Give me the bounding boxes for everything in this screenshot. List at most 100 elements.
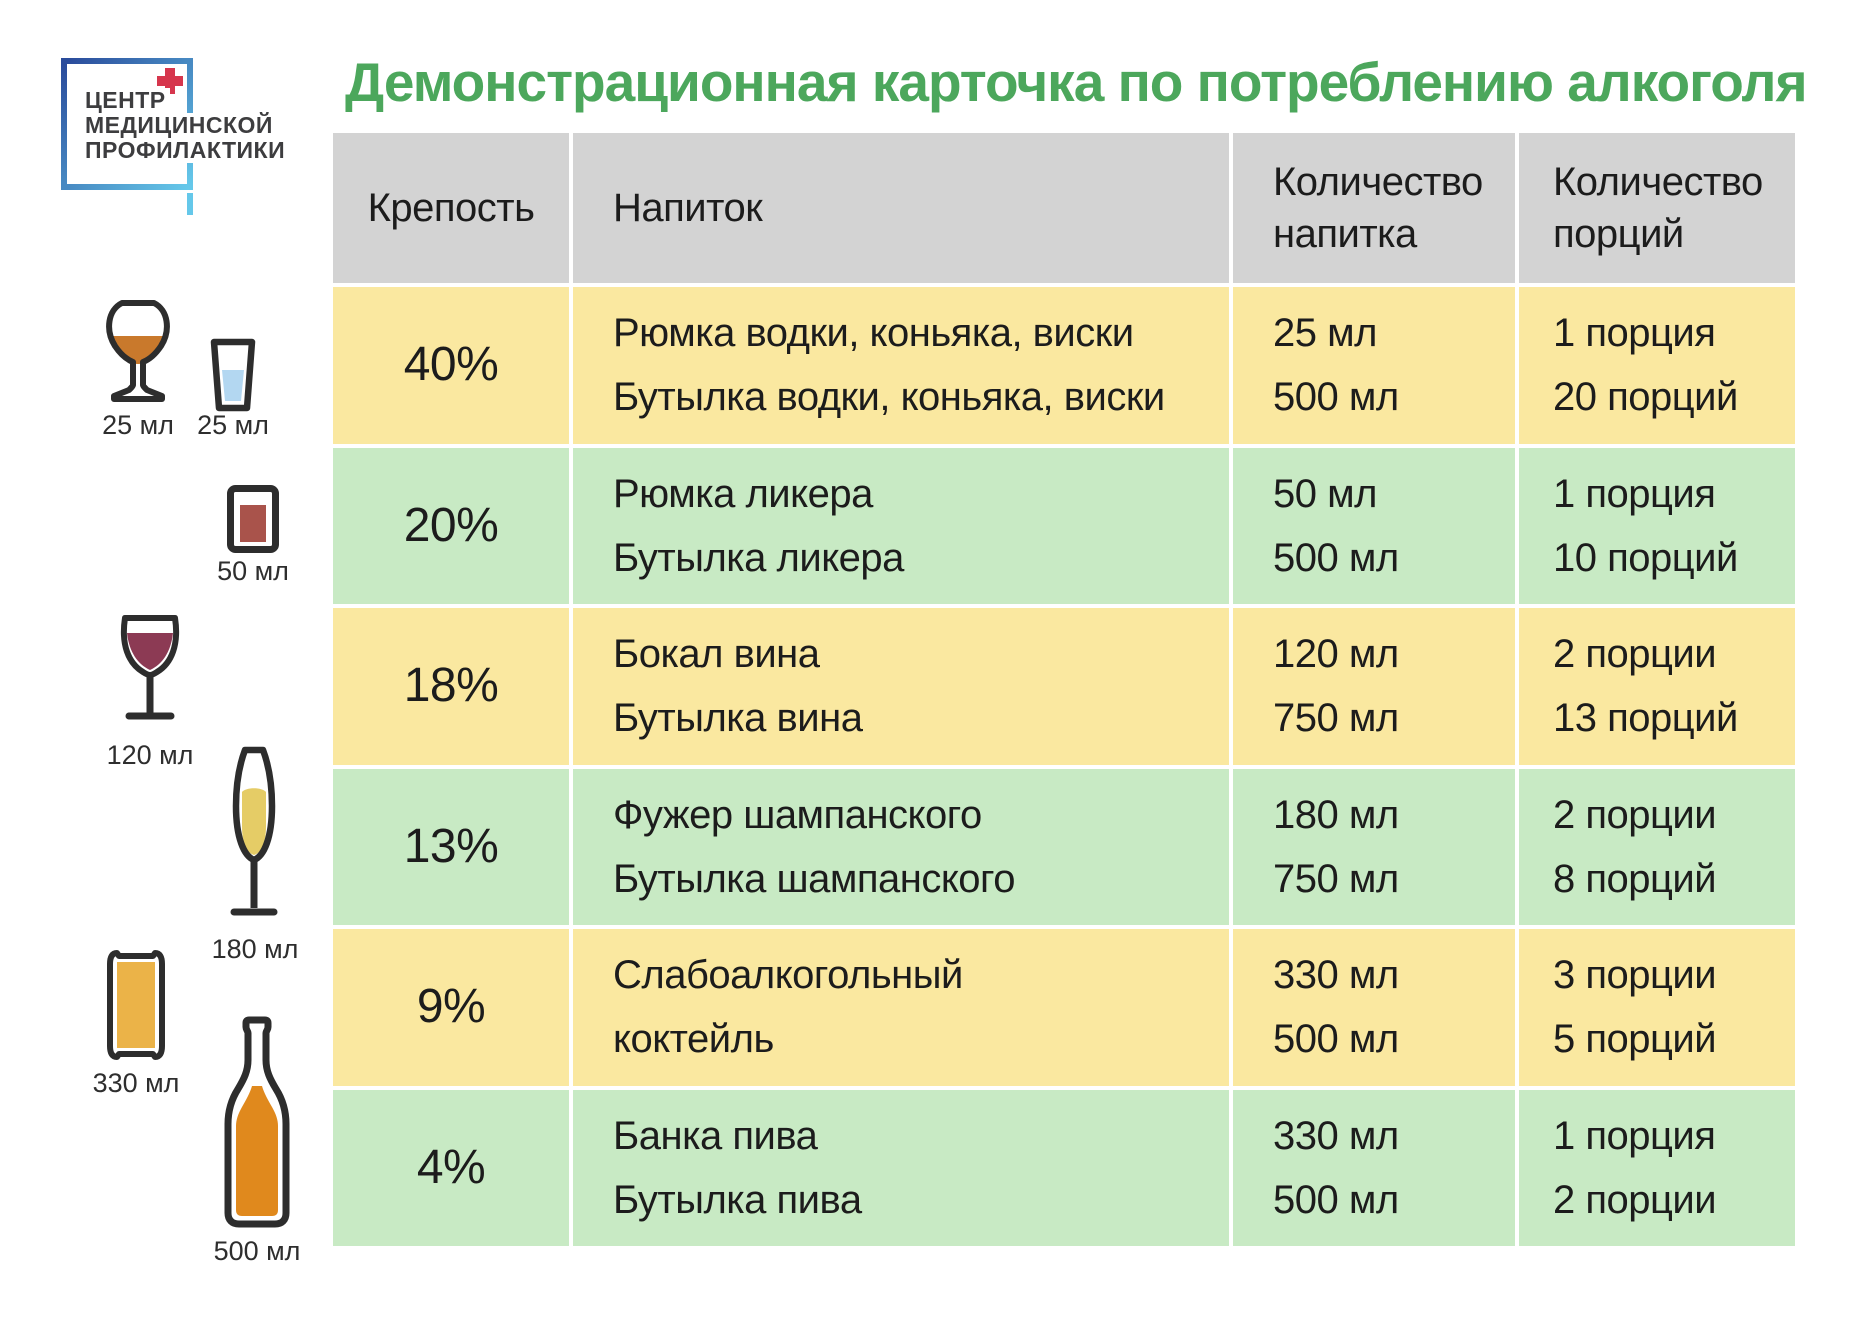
column-header-amount: Количество напитка <box>1229 133 1515 283</box>
amount-line: 500 мл <box>1273 375 1399 420</box>
alcohol-table: Крепость Напиток Количество напитка Коли… <box>333 133 1795 1246</box>
logo-line-2: МЕДИЦИНСКОЙ <box>85 113 277 138</box>
table-body: 40% Рюмка водки, коньяка, виски Бутылка … <box>333 283 1795 1246</box>
beer-can-icon <box>100 946 172 1064</box>
portions-cell: 1 порция 20 порций <box>1515 287 1795 444</box>
portions-line: 13 порций <box>1553 696 1738 741</box>
drink-line: Банка пива <box>613 1113 818 1158</box>
strength-value: 13% <box>403 819 499 873</box>
drink-line: Рюмка водки, коньяка, виски <box>613 311 1134 356</box>
drink-line: Бутылка шампанского <box>613 856 1016 901</box>
drink-line: Бутылка ликера <box>613 535 904 580</box>
table-row: 40% Рюмка водки, коньяка, виски Бутылка … <box>333 283 1795 444</box>
portions-line: 1 порция <box>1553 1113 1716 1158</box>
wine-glass-icon <box>116 614 184 738</box>
portions-line: 2 порции <box>1553 632 1717 677</box>
portions-line: 20 порций <box>1553 375 1738 420</box>
portions-line: 3 порции <box>1553 953 1717 998</box>
amount-cell: 25 мл 500 мл <box>1229 287 1515 444</box>
drink-line: Бутылка пива <box>613 1177 862 1222</box>
drink-cell: Бокал вина Бутылка вина <box>569 608 1229 765</box>
column-header-portions: Количество порций <box>1515 133 1795 283</box>
amount-line: 750 мл <box>1273 696 1399 741</box>
drink-cell: Слабоалкогольный коктейль <box>569 929 1229 1086</box>
table-header-row: Крепость Напиток Количество напитка Коли… <box>333 133 1795 283</box>
drink-line: Фужер шампанского <box>613 792 982 837</box>
liqueur-glass-label: 50 мл <box>217 556 289 586</box>
wine-glass-label: 120 мл <box>106 740 194 770</box>
portions-line: 10 порций <box>1553 535 1738 580</box>
strength-cell: 13% <box>333 768 569 925</box>
portions-cell: 1 порция 10 порций <box>1515 447 1795 604</box>
strength-cell: 18% <box>333 608 569 765</box>
medical-cross-icon <box>157 68 183 94</box>
drink-cell: Фужер шампанского Бутылка шампанского <box>569 768 1229 925</box>
amount-cell: 330 мл 500 мл <box>1229 929 1515 1086</box>
amount-line: 50 мл <box>1273 471 1377 516</box>
shot-glass-label: 25 мл <box>197 410 269 440</box>
logo-frame-stub <box>187 193 193 215</box>
amount-line: 25 мл <box>1273 311 1377 356</box>
amount-line: 120 мл <box>1273 632 1399 677</box>
portions-line: 2 порции <box>1553 1177 1717 1222</box>
drink-line: Бокал вина <box>613 632 820 677</box>
table-row: 4% Банка пива Бутылка пива 330 мл 500 мл… <box>333 1085 1795 1246</box>
logo-line-1: ЦЕНТР <box>85 88 170 113</box>
beer-bottle-label: 500 мл <box>213 1236 301 1266</box>
drink-line: Бутылка вина <box>613 696 863 741</box>
strength-value: 9% <box>416 980 486 1034</box>
drink-line: Бутылка водки, коньяка, виски <box>613 375 1165 420</box>
portions-cell: 1 порция 2 порции <box>1515 1089 1795 1246</box>
portions-line: 1 порция <box>1553 311 1716 356</box>
table-row: 9% Слабоалкогольный коктейль 330 мл 500 … <box>333 925 1795 1086</box>
cognac-glass-icon <box>100 298 176 410</box>
champagne-flute-label: 180 мл <box>211 934 299 964</box>
amount-cell: 50 мл 500 мл <box>1229 447 1515 604</box>
portions-line: 2 порции <box>1553 792 1717 837</box>
amount-line: 500 мл <box>1273 1177 1399 1222</box>
drink-line: коктейль <box>613 1017 774 1062</box>
logo: ЦЕНТР МЕДИЦИНСКОЙ ПРОФИЛАКТИКИ <box>58 55 318 235</box>
amount-line: 330 мл <box>1273 1113 1399 1158</box>
amount-line: 180 мл <box>1273 792 1399 837</box>
strength-value: 20% <box>403 498 499 552</box>
logo-text: ЦЕНТР МЕДИЦИНСКОЙ ПРОФИЛАКТИКИ <box>85 88 290 163</box>
column-header-strength: Крепость <box>333 133 569 283</box>
cognac-glass-label: 25 мл <box>102 410 174 440</box>
amount-cell: 120 мл 750 мл <box>1229 608 1515 765</box>
drink-cell: Рюмка водки, коньяка, виски Бутылка водк… <box>569 287 1229 444</box>
drink-line: Слабоалкогольный <box>613 953 963 998</box>
strength-value: 4% <box>416 1140 486 1194</box>
drink-cell: Рюмка ликера Бутылка ликера <box>569 447 1229 604</box>
beer-bottle-icon <box>222 1014 292 1234</box>
page-title: Демонстрационная карточка по потреблению… <box>345 51 1808 113</box>
amount-line: 500 мл <box>1273 535 1399 580</box>
table-row: 13% Фужер шампанского Бутылка шампанског… <box>333 764 1795 925</box>
strength-cell: 4% <box>333 1089 569 1246</box>
logo-line-3: ПРОФИЛАКТИКИ <box>85 138 290 163</box>
drink-cell: Банка пива Бутылка пива <box>569 1089 1229 1246</box>
amount-line: 330 мл <box>1273 953 1399 998</box>
table-row: 18% Бокал вина Бутылка вина 120 мл 750 м… <box>333 604 1795 765</box>
portions-line: 8 порций <box>1553 856 1717 901</box>
liqueur-glass-icon <box>226 484 280 554</box>
table-row: 20% Рюмка ликера Бутылка ликера 50 мл 50… <box>333 443 1795 604</box>
portions-line: 1 порция <box>1553 471 1716 516</box>
shot-glass-icon <box>207 338 259 412</box>
strength-value: 40% <box>403 338 499 392</box>
column-header-drink: Напиток <box>569 133 1229 283</box>
portions-cell: 3 порции 5 порций <box>1515 929 1795 1086</box>
amount-cell: 180 мл 750 мл <box>1229 768 1515 925</box>
strength-cell: 40% <box>333 287 569 444</box>
strength-cell: 20% <box>333 447 569 604</box>
amount-line: 750 мл <box>1273 856 1399 901</box>
drink-line: Рюмка ликера <box>613 471 873 516</box>
beer-can-label: 330 мл <box>92 1068 180 1098</box>
strength-cell: 9% <box>333 929 569 1086</box>
amount-line: 500 мл <box>1273 1017 1399 1062</box>
portions-cell: 2 порции 8 порций <box>1515 768 1795 925</box>
portions-cell: 2 порции 13 порций <box>1515 608 1795 765</box>
champagne-flute-icon <box>226 746 282 930</box>
strength-value: 18% <box>403 659 499 713</box>
